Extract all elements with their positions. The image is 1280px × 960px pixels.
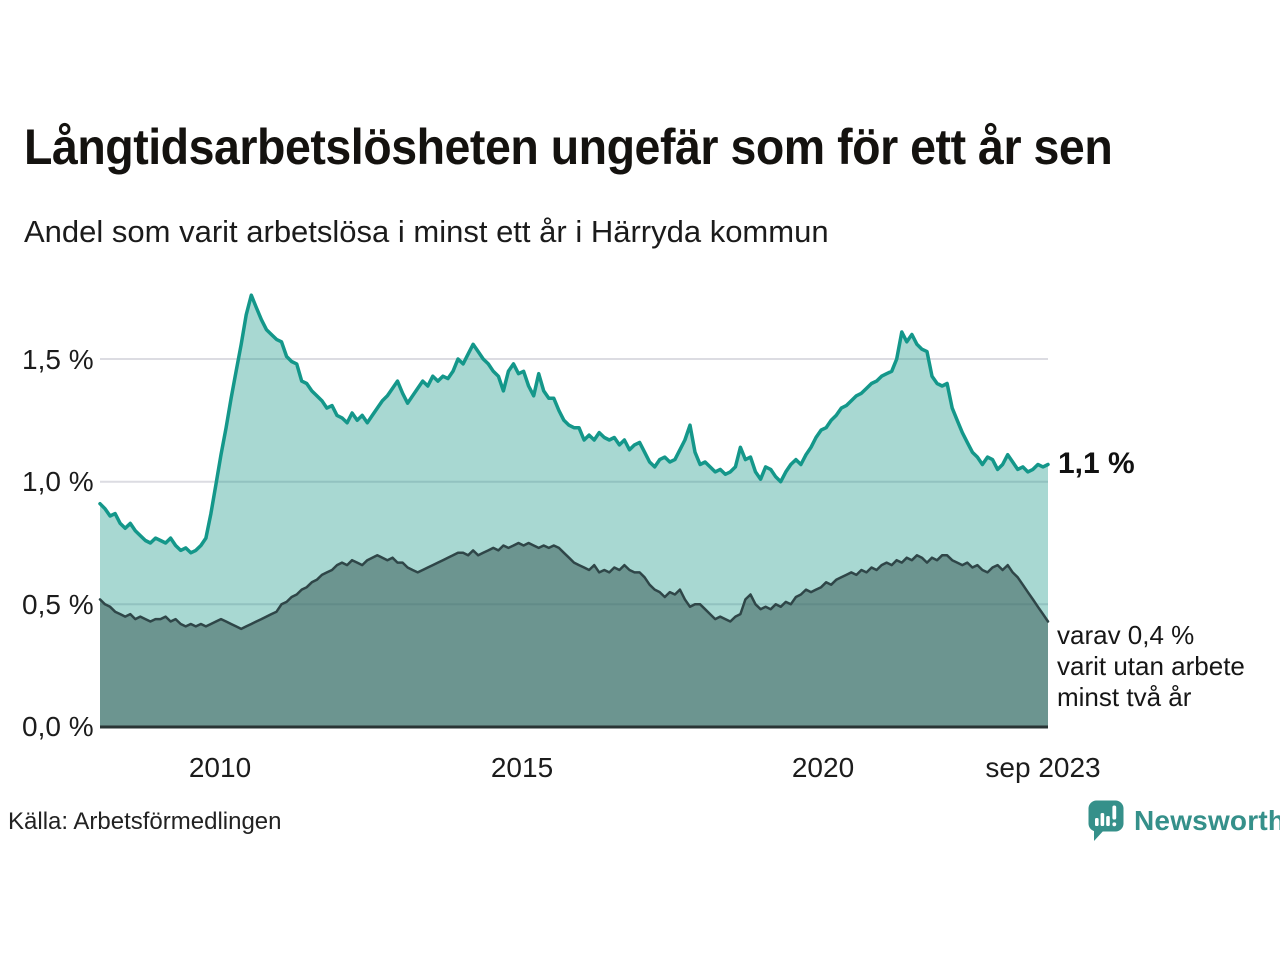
x-axis-tick-2015: 2015 bbox=[490, 752, 554, 783]
y-axis-tick-1-5: 1,5 % bbox=[22, 344, 94, 375]
secondary-series-label-line3: minst två år bbox=[1057, 682, 1192, 712]
y-axis-tick-1-0: 1,0 % bbox=[22, 466, 94, 497]
secondary-series-label-line2: varit utan arbete bbox=[1057, 651, 1245, 681]
latest-value-label: 1,1 % bbox=[1058, 447, 1135, 480]
secondary-series-label: varav 0,4 % varit utan arbete minst två … bbox=[1057, 620, 1245, 713]
y-axis-tick-0-0: 0,0 % bbox=[22, 711, 94, 742]
x-axis-tick-2010: 2010 bbox=[188, 752, 252, 783]
y-axis-tick-0-5: 0,5 % bbox=[22, 589, 94, 620]
newsworthy-wordmark: Newsworthy bbox=[1134, 805, 1280, 836]
newsworthy-bubble-icon bbox=[1088, 800, 1124, 841]
page-title: Långtidsarbetslösheten ungefär som för e… bbox=[24, 119, 1113, 175]
x-axis-tick-sep-2023: sep 2023 bbox=[985, 752, 1101, 783]
source-attribution: Källa: Arbetsförmedlingen bbox=[8, 808, 282, 835]
secondary-series-label-line1: varav 0,4 % bbox=[1057, 620, 1195, 650]
chart-subtitle: Andel som varit arbetslösa i minst ett å… bbox=[24, 214, 829, 249]
x-axis-tick-2020: 2020 bbox=[791, 752, 855, 783]
